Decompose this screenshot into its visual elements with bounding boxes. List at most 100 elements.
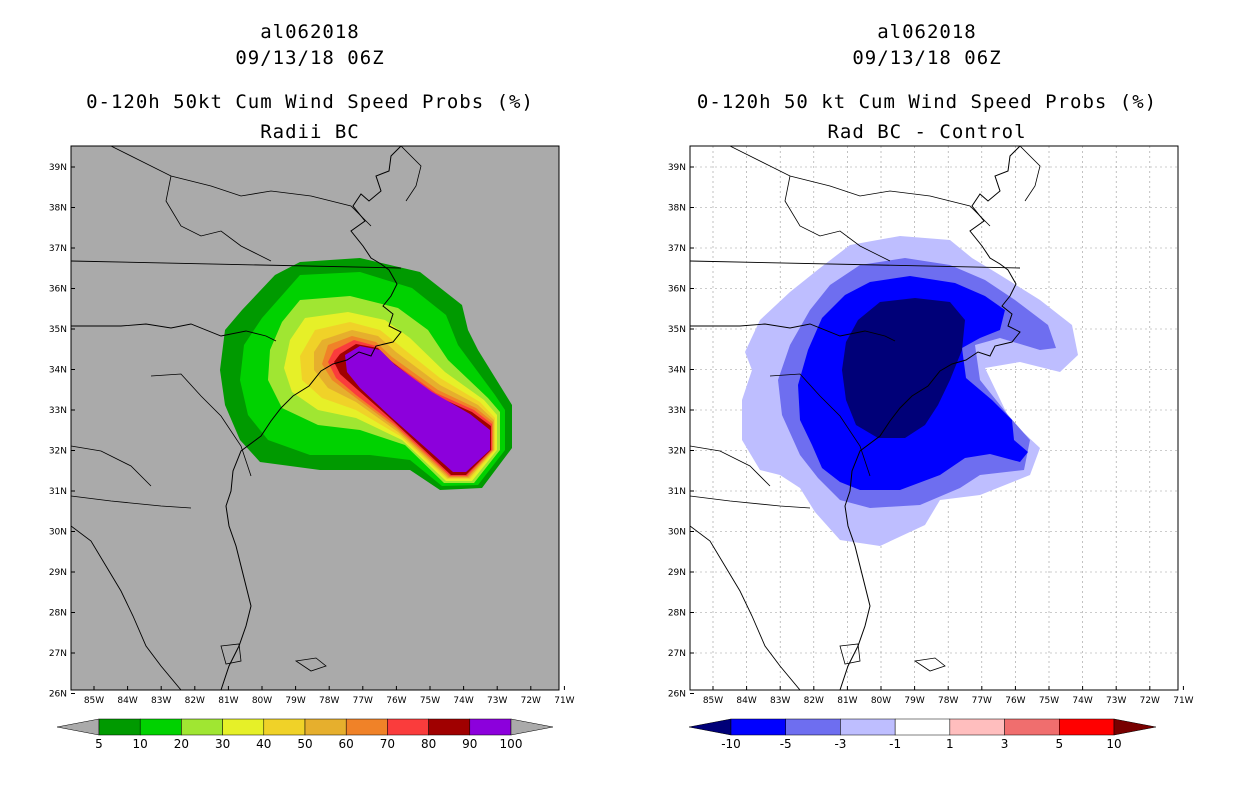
right-map-panel: 39N 38N 37N 36N 35N 34N 33N 32N 31N 30N 29N 28N 27N 2… — [668, 145, 1194, 751]
lon-tick-label: 74W — [1072, 696, 1092, 706]
right-axis-ticks: 39N 38N 37N 36N 35N 34N 33N 32N 31N 30N 29N 28N 27N 2… — [668, 163, 1194, 706]
lon-tick-label: 79W — [285, 696, 305, 706]
colorbar-label: 50 — [297, 737, 312, 751]
left-storm-id: al062018 — [260, 21, 360, 43]
lat-tick-label: 29N — [668, 568, 686, 578]
colorbar-swatch — [181, 718, 223, 736]
lon-tick-label: 81W — [218, 696, 238, 706]
lat-tick-label: 30N — [49, 528, 67, 538]
lon-tick-label: 73W — [1106, 696, 1126, 706]
right-title-line2: Rad BC - Control — [827, 121, 1027, 143]
lat-tick-label: 37N — [49, 244, 67, 254]
lat-tick-label: 27N — [49, 649, 67, 659]
lat-tick-label: 33N — [668, 406, 686, 416]
lat-tick-label: 34N — [49, 366, 67, 376]
lon-tick-label: 71W — [1173, 696, 1193, 706]
colorbar-swatch — [98, 718, 141, 736]
left-axis-ticks: 39N 38N 37N 36N 35N 34N 33N 32N 31N 30N 29N 28N 27N 2… — [49, 163, 575, 706]
colorbar-label: -5 — [780, 737, 792, 751]
colorbar-label: -10 — [721, 737, 741, 751]
colorbar-label: 90 — [462, 737, 477, 751]
colorbar-swatch — [840, 718, 896, 736]
colorbar-label: -3 — [834, 737, 846, 751]
left-datetime: 09/13/18 06Z — [235, 47, 385, 69]
lat-tick-label: 39N — [49, 163, 67, 173]
lon-tick-label: 85W — [703, 696, 723, 706]
colorbar-swatch — [894, 718, 951, 736]
right-storm-id: al062018 — [877, 21, 977, 43]
colorbar-swatch — [139, 718, 182, 736]
colorbar-label: 40 — [256, 737, 271, 751]
lon-tick-label: 78W — [938, 696, 958, 706]
colorbar-swatch — [785, 718, 841, 736]
lat-tick-label: 32N — [49, 447, 67, 457]
lon-tick-label: 75W — [1039, 696, 1059, 706]
lon-tick-label: 85W — [84, 696, 104, 706]
colorbar-over-triangle — [1113, 718, 1157, 736]
colorbar-label: 60 — [339, 737, 354, 751]
lon-tick-label: 76W — [1005, 696, 1025, 706]
lon-tick-label: 80W — [871, 696, 891, 706]
right-datetime: 09/13/18 06Z — [852, 47, 1002, 69]
lat-tick-label: 30N — [668, 528, 686, 538]
lat-tick-label: 27N — [668, 649, 686, 659]
colorbar-swatch — [222, 718, 265, 736]
lon-tick-label: 74W — [453, 696, 473, 706]
colorbar-label: 1 — [946, 737, 954, 751]
left-probability-contours — [220, 258, 512, 490]
colorbar-label: 5 — [1055, 737, 1063, 751]
lat-tick-label: 38N — [668, 204, 686, 214]
left-map-panel: 39N 38N 37N 36N 35N 34N 33N 32N 31N 30N 29N 28N 27N 2… — [49, 145, 575, 751]
colorbar-swatch — [730, 718, 786, 736]
right-difference-contours — [742, 236, 1078, 546]
left-map-frame — [70, 145, 560, 691]
right-map-frame — [689, 145, 1179, 691]
lon-tick-label: 82W — [185, 696, 205, 706]
lon-tick-label: 80W — [252, 696, 272, 706]
colorbar-swatch — [949, 718, 1005, 736]
lat-tick-label: 28N — [668, 609, 686, 619]
colorbar-label: -1 — [889, 737, 901, 751]
colorbar-under-triangle — [688, 718, 732, 736]
lat-tick-label: 28N — [49, 609, 67, 619]
colorbar-label: 80 — [421, 737, 436, 751]
lon-tick-label: 84W — [117, 696, 137, 706]
colorbar-label: 3 — [1001, 737, 1009, 751]
lat-tick-label: 33N — [49, 406, 67, 416]
lon-tick-label: 76W — [386, 696, 406, 706]
colorbar-swatch — [263, 718, 306, 736]
lon-tick-label: 72W — [521, 696, 541, 706]
lat-tick-label: 29N — [49, 568, 67, 578]
lat-tick-label: 32N — [668, 447, 686, 457]
lon-tick-label: 77W — [353, 696, 373, 706]
left-colorbar: 5 10 20 30 40 50 60 70 80 90 100 — [56, 718, 554, 751]
lon-tick-label: 83W — [770, 696, 790, 706]
right-colorbar: -10 -5 -3 -1 1 3 5 10 — [688, 718, 1157, 751]
lat-tick-label: 38N — [49, 204, 67, 214]
lat-tick-label: 34N — [668, 366, 686, 376]
colorbar-label: 20 — [174, 737, 189, 751]
colorbar-label: 10 — [133, 737, 148, 751]
lat-tick-label: 35N — [49, 325, 67, 335]
lon-tick-label: 84W — [736, 696, 756, 706]
colorbar-label: 10 — [1106, 737, 1121, 751]
colorbar-swatch — [387, 718, 429, 736]
colorbar-swatch — [428, 718, 471, 736]
colorbar-over-triangle — [510, 718, 554, 736]
colorbar-under-triangle — [56, 718, 100, 736]
lat-tick-label: 31N — [49, 487, 67, 497]
colorbar-label: 70 — [380, 737, 395, 751]
lon-tick-label: 78W — [319, 696, 339, 706]
lat-tick-label: 26N — [49, 690, 67, 700]
lon-tick-label: 77W — [972, 696, 992, 706]
lat-tick-label: 39N — [668, 163, 686, 173]
colorbar-swatch — [1004, 718, 1060, 736]
lon-tick-label: 73W — [487, 696, 507, 706]
lon-tick-label: 72W — [1140, 696, 1160, 706]
left-title-line2: Radii BC — [260, 121, 360, 143]
lat-tick-label: 36N — [668, 285, 686, 295]
lon-tick-label: 71W — [554, 696, 574, 706]
lat-tick-label: 36N — [49, 285, 67, 295]
colorbar-swatch — [1059, 718, 1115, 736]
